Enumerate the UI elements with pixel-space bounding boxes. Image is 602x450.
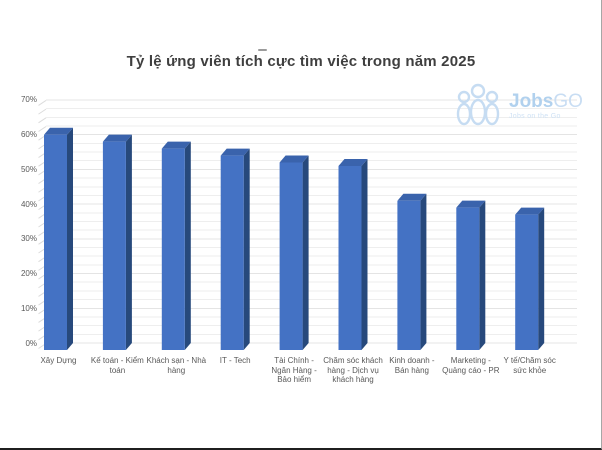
y-tick-label: 30%	[20, 234, 37, 244]
bar	[161, 148, 185, 350]
y-tick-label: 20%	[20, 269, 37, 279]
bar-side-face	[67, 127, 73, 351]
bar-side-face	[184, 141, 191, 350]
stray-mark	[258, 49, 267, 51]
bar	[102, 141, 126, 350]
bar-top-face	[338, 158, 368, 166]
bar-top-face	[279, 155, 309, 163]
x-category-label: Tài Chính - Ngân Hàng - Bảo hiểm	[271, 356, 317, 385]
bar-top-face	[161, 141, 191, 149]
x-category-label: Chăm sóc khách hàng - Dịch vụ khách hàng	[323, 356, 383, 385]
bar-top-face	[44, 127, 73, 135]
x-category-label: Khách sạn - Nhà hàng	[146, 356, 207, 375]
x-category-label: Y tế/Chăm sóc sức khỏe	[503, 356, 556, 375]
y-tick-label: 50%	[20, 164, 37, 174]
bar-top-face	[102, 134, 132, 142]
jobsgo-people-icon	[456, 83, 500, 126]
bar-top-face	[220, 148, 250, 156]
bar-top-face	[397, 193, 427, 201]
y-tick-label: 70%	[20, 95, 37, 105]
bar-top-face	[515, 207, 545, 215]
axis-wall-tick	[38, 100, 47, 106]
logo-brand: JobsGO	[509, 92, 583, 111]
bar-side-face	[479, 200, 486, 350]
bar	[279, 162, 303, 350]
chart-title: Tỷ lệ ứng viên tích cực tìm việc trong n…	[126, 53, 476, 70]
jobsgo-logo: JobsGO Jobs on the Go	[450, 82, 583, 130]
x-category-label: IT - Tech	[219, 356, 251, 365]
bar-side-face	[538, 207, 545, 350]
bar-side-face	[302, 155, 309, 350]
bar	[397, 200, 421, 350]
x-category-label: Kế toán - Kiểm toán	[90, 356, 144, 375]
y-tick-label: 0%	[25, 338, 37, 348]
y-tick-label: 10%	[20, 303, 37, 313]
axis-wall-tick	[38, 117, 47, 124]
bar	[44, 134, 67, 350]
y-tick-label: 60%	[20, 130, 37, 140]
bar	[220, 155, 244, 350]
bar-top-face	[456, 200, 486, 208]
logo-brand-light: GO	[553, 91, 583, 112]
bar-side-face	[361, 158, 368, 350]
axis-wall-tick	[38, 126, 47, 132]
y-tick-label: 40%	[20, 199, 37, 209]
bar-side-face	[420, 193, 427, 350]
logo-brand-bold: Jobs	[509, 91, 554, 112]
logo-tagline: Jobs on the Go	[509, 113, 561, 120]
bar	[515, 214, 539, 350]
bar-side-face	[125, 134, 132, 350]
x-category-label: Marketing - Quảng cáo - PR	[442, 356, 500, 375]
bar	[456, 207, 480, 350]
bar-side-face	[243, 148, 250, 350]
axis-wall-tick	[38, 108, 47, 115]
x-category-label: Kinh doanh - Bán hàng	[389, 356, 435, 375]
x-category-label: Xây Dựng	[40, 356, 77, 365]
bar	[338, 165, 362, 350]
